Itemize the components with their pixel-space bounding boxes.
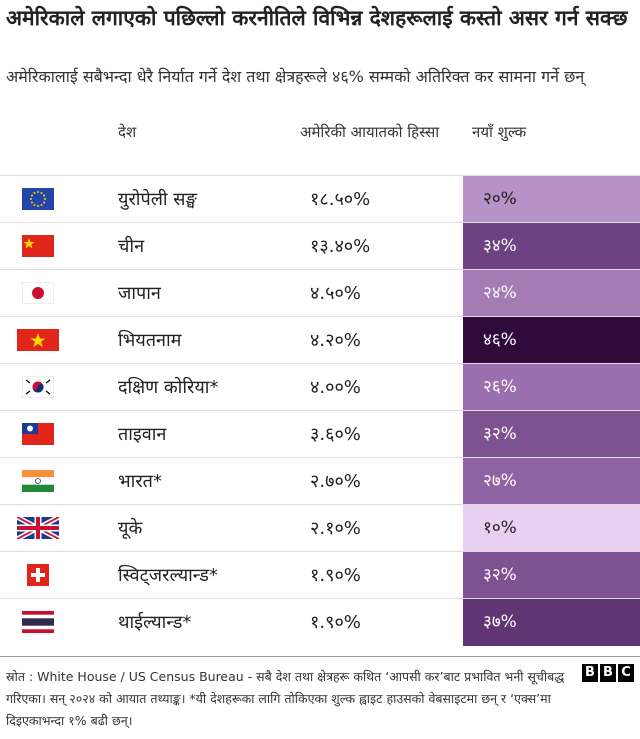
import-share: ३.६०% [310, 424, 361, 445]
country-name: भारत* [118, 471, 162, 492]
import-share: २.१०% [310, 518, 361, 539]
country-name: ताइवान [118, 424, 167, 445]
tariff-cell: ४६% [463, 317, 640, 364]
country-name: थाईल्यान्ड* [118, 612, 192, 633]
country-name: दक्षिण कोरिया* [118, 377, 219, 398]
tariff-cell: १०% [463, 505, 640, 552]
divider [0, 656, 640, 657]
table-row: भारत* २.७०% २७% [0, 457, 640, 505]
table-row: जापान ४.५०% २४% [0, 269, 640, 317]
table-row: स्विट्जरल्यान्ड* १.९०% ३२% [0, 551, 640, 599]
import-share: १.९०% [310, 612, 361, 633]
flag [22, 611, 54, 633]
subtitle: अमेरिकालाई सबैभन्दा धेरै निर्यात गर्ने द… [6, 67, 585, 86]
country-name: युरोपेली सङ्घ [118, 189, 197, 210]
title: अमेरिकाले लगाएको पछिल्लो करनीतिले विभिन्… [6, 6, 628, 30]
flag [27, 564, 49, 586]
tariff-cell: २४% [463, 270, 640, 317]
table-row: यूके २.१०% १०% [0, 504, 640, 552]
table-row: युरोपेली सङ्घ १८.५०% २०% [0, 175, 640, 223]
country-name: चीन [118, 236, 145, 257]
flag [17, 329, 59, 351]
column-header: नयाँ शुल्क [472, 123, 527, 141]
flag [22, 235, 54, 257]
tariff-cell: २७% [463, 458, 640, 505]
tariff-cell: ३७% [463, 599, 640, 646]
tariff-cell: २६% [463, 364, 640, 411]
tariff-cell: ३४% [463, 223, 640, 270]
logo-letter: C [618, 664, 634, 682]
logo-letter: B [600, 664, 616, 682]
import-share: १३.४०% [310, 236, 371, 257]
country-name: स्विट्जरल्यान्ड* [118, 565, 218, 586]
footer-note: स्रोत : White House / US Census Bureau -… [6, 669, 565, 728]
flag [22, 282, 54, 304]
table-row: ताइवान ३.६०% ३२% [0, 410, 640, 458]
logo-letter: B [582, 664, 598, 682]
table-row: थाईल्यान्ड* १.९०% ३७% [0, 598, 640, 646]
column-header: अमेरिकी आयातको हिस्सा [300, 123, 440, 141]
import-share: १.९०% [310, 565, 361, 586]
tariff-cell: ३२% [463, 552, 640, 599]
import-share: ४.००% [310, 377, 361, 398]
import-share: १८.५०% [310, 189, 371, 210]
column-header: देश [118, 123, 137, 141]
flag [22, 188, 54, 210]
country-name: जापान [118, 283, 161, 304]
table-row: दक्षिण कोरिया* ४.००% २६% [0, 363, 640, 411]
flag [17, 517, 59, 539]
flag [22, 470, 54, 492]
import-share: ४.२०% [310, 330, 361, 351]
table-row: चीन १३.४०% ३४% [0, 222, 640, 270]
table-row: भियतनाम ४.२०% ४६% [0, 316, 640, 364]
flag [22, 423, 54, 445]
tariff-cell: २०% [463, 176, 640, 223]
tariff-cell: ३२% [463, 411, 640, 458]
import-share: ४.५०% [310, 283, 361, 304]
import-share: २.७०% [310, 471, 361, 492]
flag [22, 376, 54, 398]
country-name: यूके [118, 518, 143, 539]
country-name: भियतनाम [118, 330, 182, 351]
